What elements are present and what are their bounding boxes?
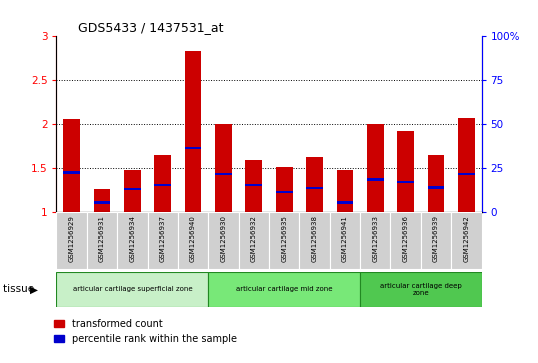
Bar [94,189,110,212]
Text: GSM1256938: GSM1256938 [312,215,317,262]
Bar [124,170,141,212]
Bar [63,171,80,174]
Bar [397,181,414,183]
Text: GSM1256939: GSM1256939 [433,215,439,262]
Bar [421,212,451,269]
Bar [117,212,147,269]
Bar [269,212,299,269]
Text: GSM1256941: GSM1256941 [342,215,348,262]
Bar [391,212,421,269]
Text: GSM1256935: GSM1256935 [281,215,287,262]
Bar [56,272,208,307]
Text: GSM1256932: GSM1256932 [251,215,257,262]
Bar [337,170,353,212]
Bar [154,184,171,186]
Bar [147,212,178,269]
Bar [276,191,293,193]
Bar [185,147,201,149]
Bar [397,131,414,212]
Bar [337,201,353,204]
Bar [299,212,330,269]
Text: GSM1256933: GSM1256933 [372,215,378,262]
Text: GSM1256940: GSM1256940 [190,215,196,262]
Text: tissue: tissue [3,285,37,294]
Bar [178,212,208,269]
Text: GSM1256934: GSM1256934 [129,215,136,262]
Text: articular cartilage superficial zone: articular cartilage superficial zone [73,286,192,293]
Text: GSM1256931: GSM1256931 [99,215,105,262]
Bar [215,124,232,212]
Bar [276,167,293,212]
Bar [367,179,384,181]
Bar [245,184,262,186]
Text: articular cartilage deep
zone: articular cartilage deep zone [380,283,462,296]
Text: GSM1256930: GSM1256930 [221,215,226,262]
Bar [451,212,482,269]
Bar [154,155,171,212]
Bar [208,272,360,307]
Bar [330,212,360,269]
Bar [306,187,323,189]
Bar [245,160,262,212]
Text: GSM1256936: GSM1256936 [402,215,409,262]
Bar [239,212,269,269]
Bar [87,212,117,269]
Bar [360,212,391,269]
Bar [185,51,201,212]
Bar [63,119,80,212]
Bar [56,212,87,269]
Text: GSM1256937: GSM1256937 [160,215,166,262]
Bar [428,186,444,189]
Bar [458,118,475,212]
Bar [208,212,239,269]
Legend: transformed count, percentile rank within the sample: transformed count, percentile rank withi… [51,315,241,348]
Bar [360,272,482,307]
Bar [215,173,232,175]
Bar [367,124,384,212]
Bar [458,173,475,175]
Text: GSM1256942: GSM1256942 [463,215,469,262]
Text: GSM1256929: GSM1256929 [69,215,75,262]
Text: GDS5433 / 1437531_at: GDS5433 / 1437531_at [77,21,223,34]
Bar [428,155,444,212]
Bar [94,201,110,204]
Bar [306,157,323,212]
Bar [124,188,141,190]
Text: articular cartilage mid zone: articular cartilage mid zone [236,286,332,293]
Text: ▶: ▶ [30,285,38,294]
